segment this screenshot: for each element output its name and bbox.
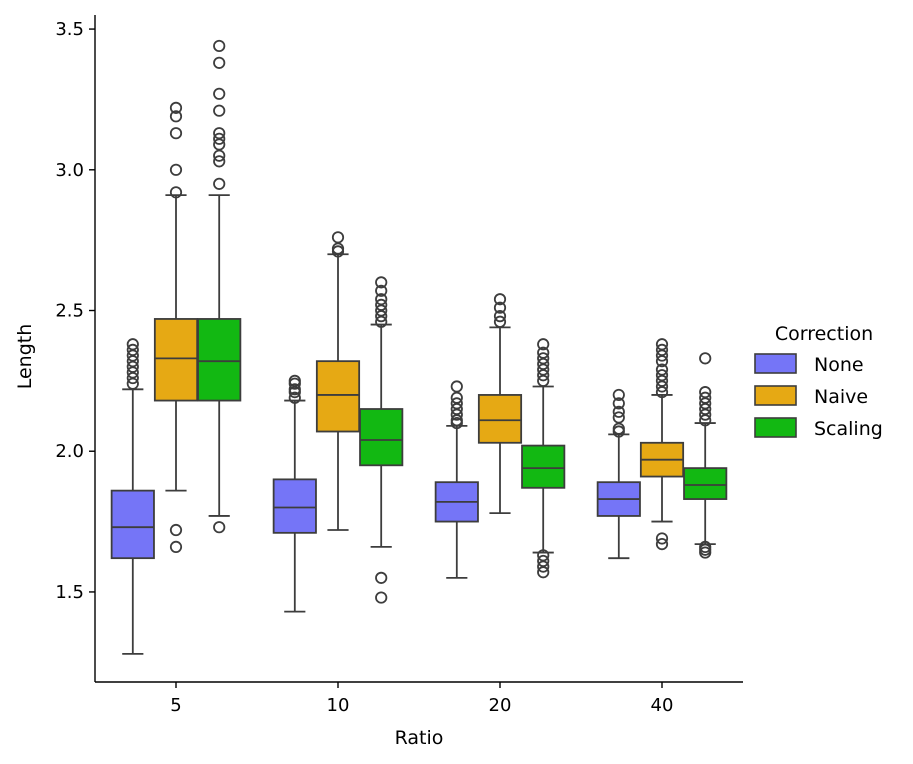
box-iqr bbox=[683, 467, 728, 500]
y-tick-label: 2.0 bbox=[55, 441, 84, 462]
outlier-point bbox=[612, 397, 625, 410]
box-none-20 bbox=[434, 380, 479, 579]
outlier-point bbox=[493, 301, 507, 314]
legend: Correction None Naive Scaling bbox=[754, 323, 883, 440]
legend-title: Correction bbox=[775, 323, 873, 345]
x-tick-label: 5 bbox=[170, 695, 181, 716]
box-naive-10 bbox=[315, 231, 361, 531]
outlier-point bbox=[537, 338, 550, 351]
y-tick-label: 2.5 bbox=[55, 301, 84, 322]
outlier-point bbox=[612, 388, 625, 402]
outlier-point bbox=[699, 352, 712, 365]
outlier-point bbox=[699, 391, 712, 404]
x-axis-label: Ratio bbox=[395, 727, 444, 749]
y-tick-label: 3.0 bbox=[55, 160, 84, 181]
axes bbox=[94, 15, 743, 683]
outlier-point bbox=[213, 132, 226, 145]
outlier-point bbox=[169, 540, 183, 554]
box-iqr bbox=[153, 318, 199, 402]
x-tick-label: 40 bbox=[651, 695, 674, 716]
outlier-point bbox=[537, 346, 550, 359]
box-iqr bbox=[315, 360, 361, 433]
outlier-point bbox=[537, 549, 550, 562]
box-iqr bbox=[272, 478, 317, 534]
plot-marks bbox=[110, 39, 728, 655]
outlier-point bbox=[655, 363, 669, 376]
outlier-point bbox=[213, 39, 226, 53]
outlier-point bbox=[537, 352, 550, 365]
outlier-point bbox=[450, 380, 463, 393]
outlier-point bbox=[288, 374, 301, 387]
outlier-point bbox=[493, 310, 507, 323]
x-tick-label: 20 bbox=[489, 695, 512, 716]
outlier-point bbox=[213, 87, 226, 100]
x-tick-label: 10 bbox=[327, 695, 350, 716]
box-none-40 bbox=[596, 388, 641, 560]
outlier-point bbox=[213, 155, 226, 168]
outlier-point bbox=[169, 101, 183, 114]
y-tick-label: 3.5 bbox=[55, 19, 84, 40]
outlier-point bbox=[169, 523, 183, 537]
outlier-point bbox=[655, 532, 669, 545]
outlier-point bbox=[331, 231, 345, 244]
outlier-point bbox=[169, 186, 183, 199]
legend-swatch-scaling bbox=[754, 417, 797, 438]
outlier-point bbox=[213, 177, 226, 190]
outlier-point bbox=[375, 591, 388, 604]
outlier-point bbox=[699, 386, 712, 399]
outlier-point bbox=[375, 298, 388, 311]
outlier-point bbox=[655, 343, 669, 357]
box-iqr bbox=[521, 444, 566, 489]
box-none-5 bbox=[110, 338, 155, 655]
box-iqr bbox=[477, 394, 523, 444]
y-tick-label: 1.5 bbox=[55, 582, 84, 603]
outlier-point bbox=[288, 391, 301, 404]
outlier-point bbox=[655, 338, 669, 351]
outlier-point bbox=[612, 405, 625, 418]
outlier-point bbox=[612, 411, 625, 424]
box-scaling-5 bbox=[197, 39, 242, 534]
outlier-point bbox=[126, 338, 139, 351]
outlier-point bbox=[493, 315, 507, 328]
outlier-point bbox=[169, 163, 183, 176]
outlier-point bbox=[169, 110, 183, 123]
y-ticks: 1.5 2.0 2.5 3.0 3.5 bbox=[55, 19, 95, 603]
outlier-point bbox=[493, 293, 507, 306]
box-naive-5 bbox=[153, 101, 199, 554]
legend-swatch-none bbox=[754, 353, 797, 374]
box-iqr bbox=[359, 408, 404, 467]
outlier-point bbox=[655, 537, 669, 551]
outlier-point bbox=[213, 521, 226, 534]
legend-label-scaling: Scaling bbox=[814, 418, 883, 440]
box-scaling-20 bbox=[521, 338, 566, 579]
outlier-point bbox=[126, 343, 139, 357]
outlier-point bbox=[537, 554, 550, 568]
outlier-point bbox=[213, 127, 226, 140]
outlier-point bbox=[655, 369, 669, 382]
outlier-point bbox=[169, 127, 183, 140]
box-scaling-40 bbox=[683, 352, 728, 559]
legend-label-none: None bbox=[814, 354, 864, 376]
outlier-point bbox=[288, 383, 301, 396]
box-iqr bbox=[197, 318, 242, 402]
outlier-point bbox=[213, 104, 226, 117]
outlier-point bbox=[375, 571, 388, 584]
box-none-10 bbox=[272, 374, 317, 613]
x-ticks: 5 10 20 40 bbox=[170, 682, 673, 716]
outlier-point bbox=[375, 293, 388, 306]
legend-swatch-naive bbox=[754, 385, 797, 406]
box-scaling-10 bbox=[359, 276, 404, 604]
outlier-point bbox=[375, 276, 388, 289]
outlier-point bbox=[375, 284, 388, 297]
box-iqr bbox=[110, 489, 155, 560]
outlier-point bbox=[699, 540, 712, 554]
box-naive-40 bbox=[639, 338, 685, 551]
y-axis-label: Length bbox=[14, 324, 36, 390]
outlier-point bbox=[213, 56, 226, 69]
outlier-point bbox=[450, 397, 463, 410]
box-naive-20 bbox=[477, 293, 523, 515]
legend-label-naive: Naive bbox=[814, 386, 868, 408]
